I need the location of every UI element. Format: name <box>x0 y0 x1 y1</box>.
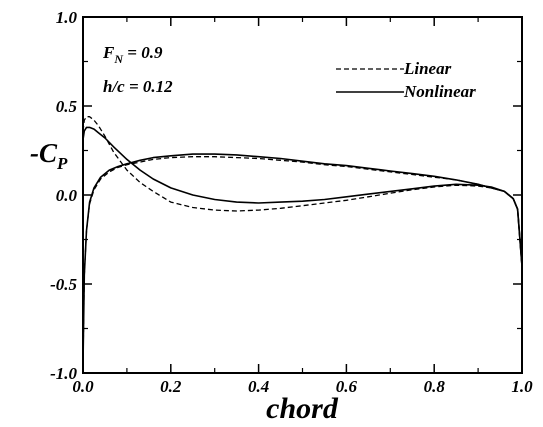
x-tick-label: 0.0 <box>72 377 94 396</box>
series-line-linear-lower <box>82 116 523 267</box>
y-tick-label: 0.0 <box>56 186 78 205</box>
x-tick-label: 0.6 <box>336 377 358 396</box>
legend: Linear Nonlinear <box>336 59 476 101</box>
x-tick-label: 1.0 <box>511 377 533 396</box>
x-tick-label: 0.8 <box>424 377 446 396</box>
axis-tick-labels: 0.0 0.2 0.4 0.6 0.8 1.0 -1.0 -0.5 0.0 0.5 1.0 <box>50 8 533 396</box>
series-line-nonlinear-lower <box>82 126 523 267</box>
legend-label-nonlinear: Nonlinear <box>403 82 476 101</box>
series-line-nonlinear-upper <box>82 153 523 365</box>
axis-ticks <box>82 16 523 374</box>
series-line-linear-upper <box>82 156 523 365</box>
y-tick-label: -0.5 <box>50 275 77 294</box>
series-lines <box>82 116 523 365</box>
y-tick-label: 1.0 <box>56 8 78 27</box>
froude-number-annotation: FN = 0.9 <box>102 43 163 66</box>
x-tick-label: 0.2 <box>160 377 182 396</box>
x-axis-title: chord <box>266 392 339 425</box>
x-tick-label: 0.4 <box>248 377 269 396</box>
plot-frame <box>82 16 523 374</box>
y-axis-title: -CP <box>30 138 68 173</box>
depth-ratio-annotation: h/c = 0.12 <box>103 77 173 96</box>
legend-label-linear: Linear <box>403 59 452 78</box>
y-tick-label: -1.0 <box>50 364 77 383</box>
y-tick-label: 0.5 <box>56 97 78 116</box>
